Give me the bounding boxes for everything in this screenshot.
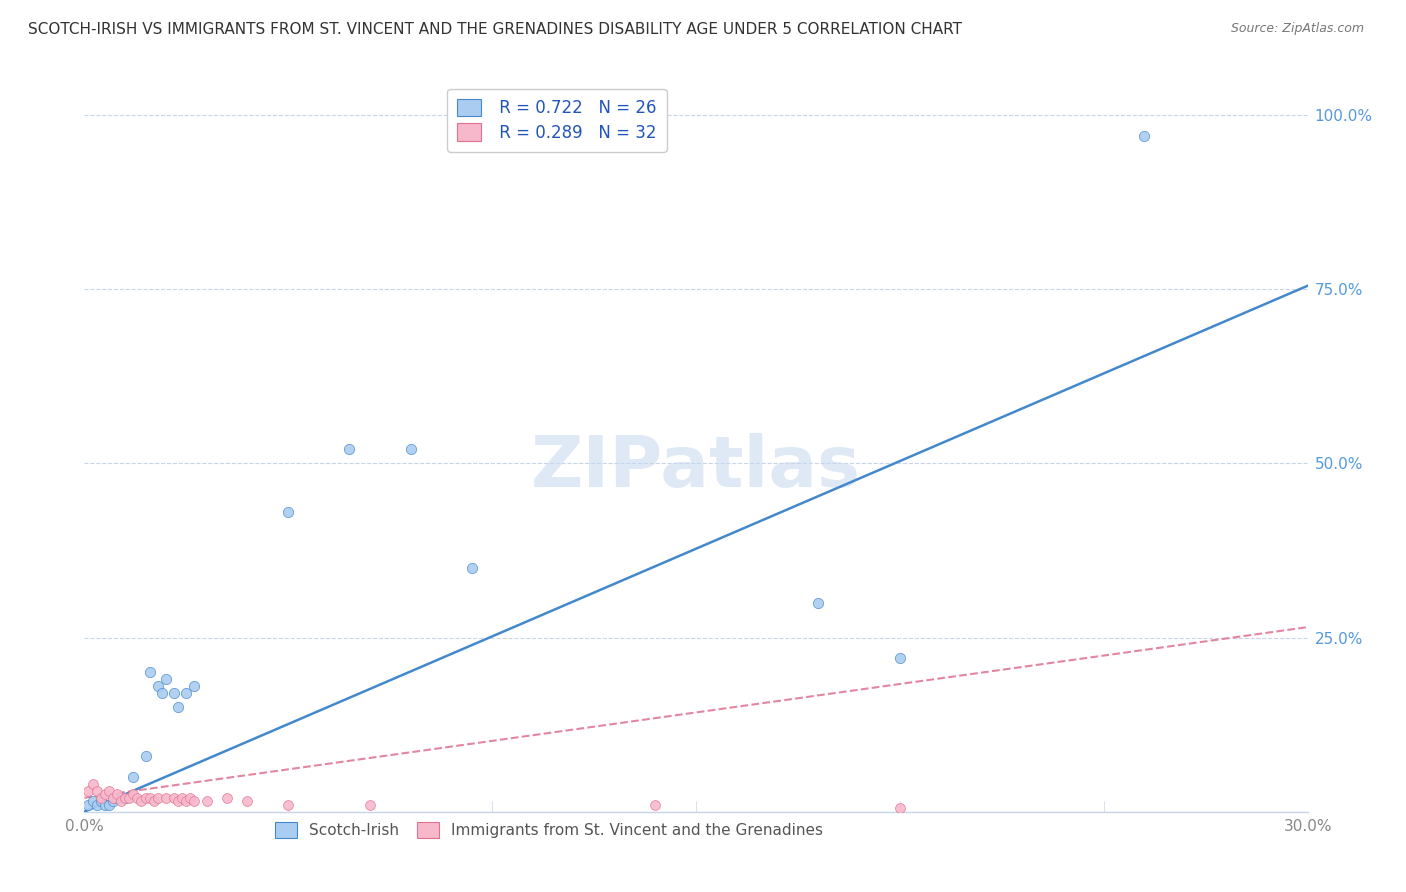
Point — [97, 784, 120, 798]
Point — [93, 797, 115, 812]
Point — [135, 790, 157, 805]
Point — [93, 787, 115, 801]
Point — [146, 790, 169, 805]
Point — [97, 797, 120, 812]
Text: ZIPatlas: ZIPatlas — [531, 434, 860, 502]
Point — [127, 790, 149, 805]
Point — [183, 679, 205, 693]
Point — [277, 797, 299, 812]
Point — [217, 790, 239, 805]
Point — [77, 784, 100, 798]
Text: Source: ZipAtlas.com: Source: ZipAtlas.com — [1230, 22, 1364, 36]
Point — [86, 797, 108, 812]
Point — [461, 561, 484, 575]
Text: SCOTCH-IRISH VS IMMIGRANTS FROM ST. VINCENT AND THE GRENADINES DISABILITY AGE UN: SCOTCH-IRISH VS IMMIGRANTS FROM ST. VINC… — [28, 22, 962, 37]
Point — [82, 777, 104, 791]
Point — [101, 794, 124, 808]
Point — [889, 651, 911, 665]
Point — [174, 794, 197, 808]
Point — [167, 700, 190, 714]
Point — [90, 794, 112, 808]
Point — [110, 794, 132, 808]
Legend: Scotch-Irish, Immigrants from St. Vincent and the Grenadines: Scotch-Irish, Immigrants from St. Vincen… — [270, 816, 830, 845]
Point — [399, 442, 422, 457]
Point — [644, 797, 666, 812]
Point — [150, 686, 173, 700]
Point — [82, 794, 104, 808]
Point — [146, 679, 169, 693]
Point — [118, 790, 141, 805]
Point — [131, 794, 153, 808]
Point — [179, 790, 201, 805]
Point — [236, 794, 259, 808]
Point — [114, 790, 136, 805]
Point — [77, 797, 100, 812]
Point — [86, 784, 108, 798]
Point — [172, 790, 194, 805]
Point — [138, 665, 160, 680]
Point — [142, 794, 165, 808]
Point — [155, 790, 177, 805]
Point — [90, 790, 112, 805]
Point — [101, 790, 124, 805]
Point — [114, 790, 136, 805]
Point — [339, 442, 361, 457]
Point — [138, 790, 160, 805]
Point — [1133, 128, 1156, 143]
Point — [122, 770, 145, 784]
Point — [277, 505, 299, 519]
Point — [359, 797, 381, 812]
Point — [105, 790, 128, 805]
Point — [174, 686, 197, 700]
Point — [135, 749, 157, 764]
Point — [807, 596, 830, 610]
Point — [183, 794, 205, 808]
Point — [163, 686, 186, 700]
Point — [155, 673, 177, 687]
Point — [889, 801, 911, 815]
Point — [167, 794, 190, 808]
Point — [195, 794, 218, 808]
Point — [163, 790, 186, 805]
Point — [105, 787, 128, 801]
Point — [122, 787, 145, 801]
